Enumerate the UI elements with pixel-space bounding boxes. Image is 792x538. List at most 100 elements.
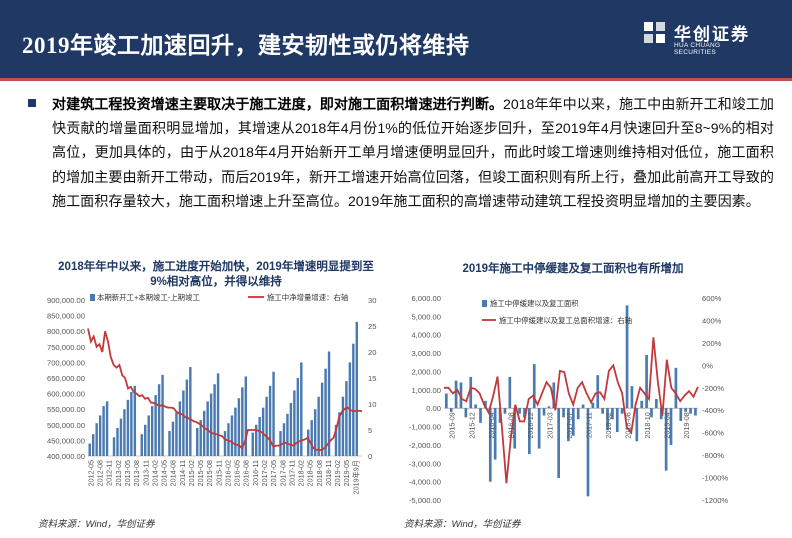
- x-axis-tick-label: 2016-05: [233, 460, 242, 486]
- x-axis-tick-label: 2013-05: [123, 460, 132, 486]
- bar-mark: [196, 427, 199, 456]
- bar-mark: [310, 420, 313, 456]
- bar-mark: [255, 424, 258, 456]
- x-axis-tick-label: 2015-08: [205, 460, 214, 486]
- x-axis-tick-label: 2018-05: [306, 460, 315, 486]
- chart-left-source: 资料来源：Wind，华创证券: [38, 519, 155, 530]
- x-axis-tick-label: 2016-08: [506, 412, 515, 438]
- x-axis-tick-label: 2013-02: [114, 460, 123, 486]
- bar-mark: [178, 401, 182, 456]
- series-line: [444, 337, 699, 484]
- legend-bar-swatch: [90, 294, 95, 301]
- bar-mark: [213, 384, 216, 456]
- bar-mark: [150, 406, 154, 456]
- bar-mark: [645, 354, 648, 409]
- bar-mark: [202, 410, 206, 456]
- left-axis-tick-label: -4,000.00: [409, 478, 441, 487]
- bar-mark: [327, 351, 331, 456]
- bar-mark: [223, 431, 227, 456]
- bar-mark: [126, 399, 130, 456]
- bar-mark: [503, 408, 507, 414]
- bar-mark: [144, 424, 147, 456]
- x-axis-tick-label: 2019年9月: [351, 460, 360, 494]
- x-axis-tick-label: 2012-11: [105, 460, 114, 486]
- x-axis-tick-label: 2015-11: [214, 460, 223, 486]
- x-axis-tick-label: 2018-08: [315, 460, 324, 486]
- left-axis-tick-label: -2,000.00: [409, 441, 441, 450]
- bar-mark: [345, 381, 348, 456]
- x-axis-tick-label: 2016-04: [487, 412, 496, 438]
- right-axis-tick-label: 400%: [702, 316, 722, 325]
- bar-mark: [112, 437, 116, 456]
- legend-line-label: 施工中净增量增速：右轴: [267, 293, 348, 302]
- body-paragraph: 对建筑工程投资增速主要取决于施工进度，即对施工面积增速进行判断。2018年年中以…: [52, 92, 774, 213]
- x-axis-tick-label: 2017-11: [585, 412, 594, 438]
- x-axis-tick-label: 2018-06: [624, 412, 633, 438]
- bar-mark: [518, 408, 521, 414]
- bar-mark: [513, 408, 517, 449]
- page-title: 2019年竣工加速回升，建安韧性或仍将维持: [22, 33, 470, 58]
- legend-bar-label: 本期新开工+本期竣工-上期竣工: [97, 293, 200, 302]
- bar-mark: [669, 408, 673, 445]
- bar-mark: [537, 408, 541, 449]
- bar-mark: [91, 434, 95, 456]
- x-axis-tick-label: 2017-03: [545, 412, 554, 438]
- bar-mark: [469, 376, 473, 409]
- right-axis-tick-label: 0: [368, 452, 372, 461]
- header-bar: 2019年竣工加速回升，建安韧性或仍将维持 华创证券 HUA CHUANG SE…: [0, 0, 792, 78]
- bar-mark: [157, 384, 161, 456]
- left-axis-tick-label: 0.00: [426, 404, 441, 413]
- bar-mark: [133, 385, 137, 456]
- left-axis-tick-label: 400,000.00: [47, 452, 85, 461]
- x-axis-tick-label: 2013-08: [132, 460, 141, 486]
- x-axis-tick-label: 2013-11: [141, 460, 150, 486]
- x-axis-tick-label: 2016-11: [251, 460, 260, 486]
- paragraph-bold-lead: 对建筑工程投资增速主要取决于施工进度，即对施工面积增速进行判断。: [52, 96, 504, 112]
- right-axis-tick-label: 0%: [702, 361, 713, 370]
- legend-bar-swatch: [482, 300, 487, 307]
- right-axis-tick-label: 15: [368, 374, 376, 383]
- bar-mark: [601, 408, 604, 414]
- bar-mark: [206, 401, 209, 456]
- bar-mark: [282, 423, 286, 456]
- bar-mark: [655, 399, 658, 409]
- bar-mark: [596, 375, 600, 409]
- paragraph-body: 2018年年中以来，施工中由新开工和竣工加快贡献的增量面积明显增加，其增速从20…: [52, 96, 774, 209]
- right-axis-tick-label: 30: [368, 296, 376, 305]
- bar-mark: [189, 367, 192, 456]
- bar-mark: [105, 401, 109, 456]
- bar-mark: [689, 408, 692, 414]
- chart-right: -5,000.00 -4,000.00 -3,000.00 -2,000.00 -1,0…: [409, 294, 729, 505]
- bar-mark: [640, 400, 644, 409]
- bar-mark: [557, 408, 561, 478]
- bar-mark: [261, 407, 265, 456]
- bar-mark: [251, 432, 254, 456]
- bar-mark: [265, 396, 268, 456]
- bar-mark: [508, 376, 512, 409]
- bar-mark: [95, 423, 98, 456]
- bar-mark: [116, 427, 119, 456]
- bar-mark: [175, 412, 178, 456]
- left-axis-tick-label: 6,000.00: [411, 294, 441, 303]
- bar-mark: [119, 418, 123, 456]
- right-axis-tick-label: -800%: [702, 451, 724, 460]
- x-axis-tick-label: 2017-11: [287, 460, 296, 486]
- bar-mark: [606, 408, 609, 431]
- right-axis-tick-label: 200%: [702, 339, 722, 348]
- right-axis-tick-label: 600%: [702, 294, 722, 303]
- bar-mark: [674, 367, 678, 409]
- left-axis-tick-label: 450,000.00: [47, 436, 85, 445]
- x-axis-tick-label: 2019-02: [333, 460, 342, 486]
- x-axis-tick-label: 2016-02: [223, 460, 232, 486]
- bar-mark: [571, 408, 575, 436]
- x-axis-tick-label: 2015-09: [448, 412, 457, 438]
- bar-mark: [293, 390, 296, 456]
- bar-mark: [317, 396, 320, 456]
- left-axis-tick-label: 700,000.00: [47, 358, 85, 367]
- left-axis-tick-label: -1,000.00: [409, 423, 441, 432]
- x-axis-tick-label: 2019-08: [682, 412, 691, 438]
- bar-mark: [313, 409, 317, 456]
- bar-mark: [694, 408, 697, 416]
- bar-mark: [300, 362, 303, 456]
- right-axis-tick-label: -1200%: [702, 496, 728, 505]
